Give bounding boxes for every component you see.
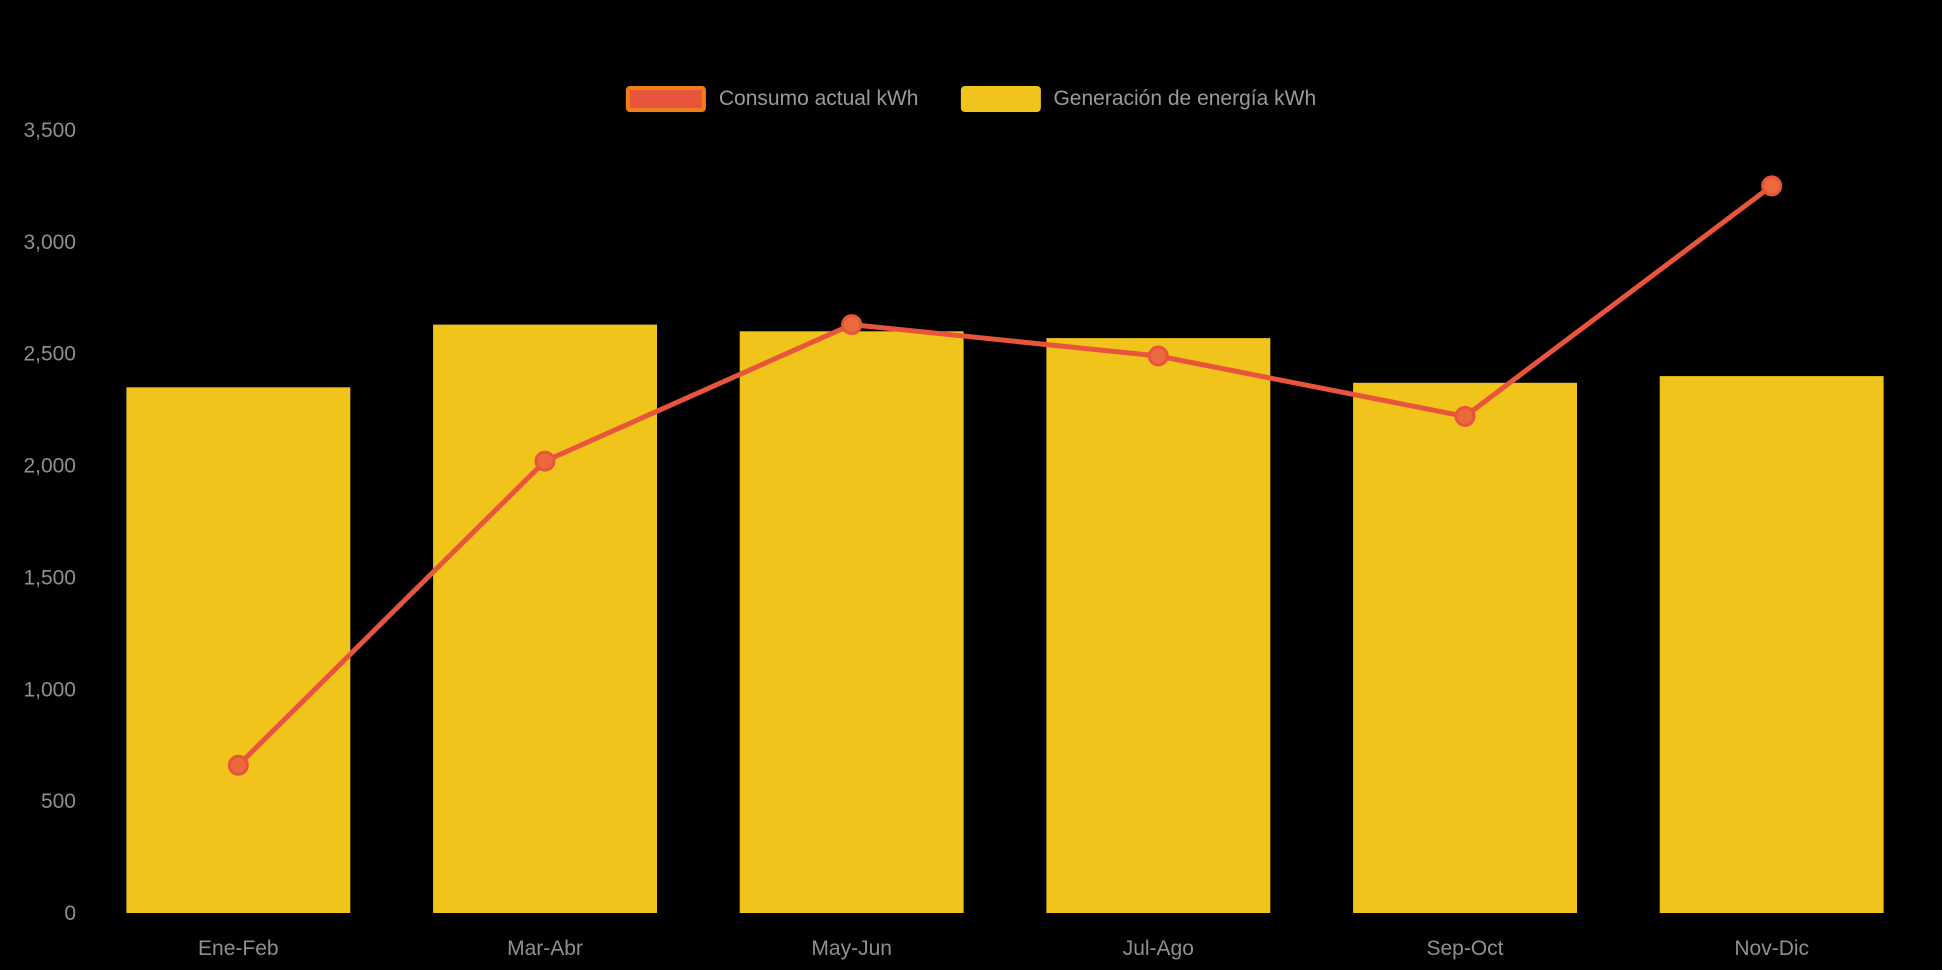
legend-item-consumo[interactable]: Consumo actual kWh — [625, 86, 919, 112]
bar-May-Jun[interactable] — [739, 331, 964, 913]
bar-Mar-Abr[interactable] — [433, 324, 657, 914]
y-axis-label: 500 — [41, 790, 76, 813]
point-Jul-Ago[interactable] — [1147, 345, 1169, 367]
consumo-line — [235, 183, 1775, 768]
x-axis-label: May-Jun — [811, 937, 892, 960]
y-axis-label: 3,000 — [23, 231, 76, 254]
point-Ene-Feb[interactable] — [227, 754, 249, 776]
bar-Sep-Oct[interactable] — [1353, 382, 1577, 913]
point-Sep-Oct[interactable] — [1454, 405, 1476, 427]
x-axis-label: Nov-Dic — [1734, 937, 1809, 960]
bar-Nov-Dic[interactable] — [1659, 376, 1884, 914]
y-axis-label: 2,500 — [23, 343, 76, 366]
legend-label-generacion: Generación de energía kWh — [1053, 87, 1317, 110]
y-axis-label: 1,000 — [23, 678, 76, 701]
y-axis-label: 2,000 — [23, 455, 76, 478]
legend-item-generacion[interactable]: Generación de energía kWh — [960, 86, 1316, 112]
bar-Jul-Ago[interactable] — [1046, 338, 1271, 914]
y-axis-label: 3,500 — [23, 119, 76, 142]
legend-swatch-consumo — [625, 86, 706, 112]
x-axis-label: Sep-Oct — [1426, 937, 1503, 960]
legend-swatch-generacion — [960, 86, 1041, 112]
legend-label-consumo: Consumo actual kWh — [718, 87, 919, 110]
point-Nov-Dic[interactable] — [1761, 175, 1783, 197]
point-Mar-Abr[interactable] — [534, 450, 556, 472]
bar-Ene-Feb[interactable] — [126, 387, 351, 913]
x-axis-label: Jul-Ago — [1123, 937, 1194, 960]
y-axis-label: 1,500 — [23, 566, 76, 589]
y-axis-label: 0 — [64, 902, 76, 925]
chart-legend: Consumo actual kWh Generación de energía… — [625, 86, 1316, 112]
point-May-Jun[interactable] — [841, 314, 863, 336]
x-axis-label: Ene-Feb — [198, 937, 279, 960]
x-axis-label: Mar-Abr — [507, 937, 583, 960]
